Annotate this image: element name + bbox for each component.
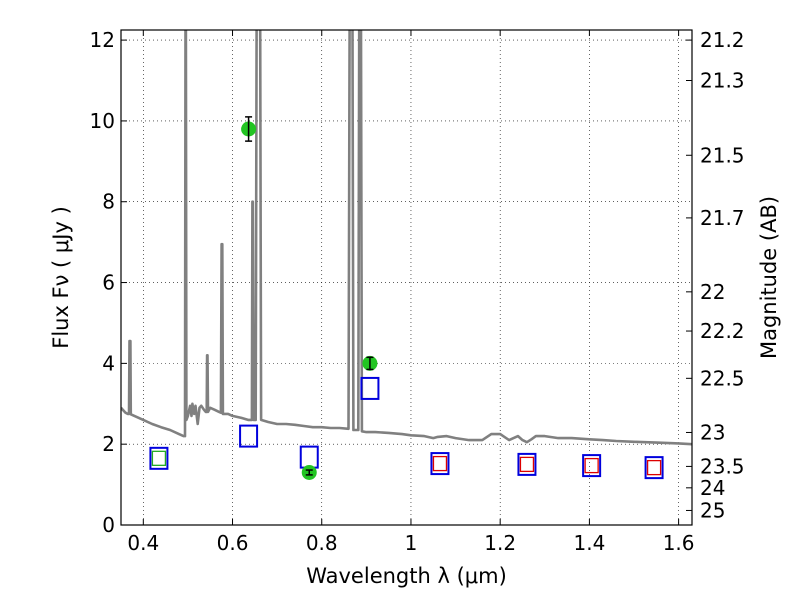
y-axis-label: Flux Fν ( μJy ) — [49, 206, 73, 349]
y2-tick-label: 21.2 — [700, 28, 745, 52]
y-tick-label: 6 — [102, 271, 115, 295]
y-tick-label: 8 — [102, 190, 115, 214]
inner-photometry-square — [432, 455, 448, 472]
inner-photometry-square — [646, 459, 662, 476]
plot-frame — [120, 29, 693, 526]
x-tick-label: 0.6 — [217, 531, 249, 555]
y2-tick-label: 21.5 — [700, 143, 745, 167]
model-photometry-square — [239, 424, 259, 448]
spectrum-line — [121, 30, 692, 446]
y2-tick-label: 24 — [700, 476, 725, 500]
model-photometry-square — [644, 456, 664, 480]
y-tick-label: 10 — [90, 109, 115, 133]
y2-tick-label: 21.7 — [700, 206, 745, 230]
x-tick-label: 0.8 — [306, 531, 338, 555]
x-axis-label: Wavelength λ (μm) — [306, 564, 507, 588]
y2-axis-label: Magnitude (AB) — [757, 196, 781, 359]
y2-tick-label: 22.5 — [700, 366, 745, 390]
model-photometry-square — [360, 376, 380, 400]
inner-photometry-square — [519, 456, 535, 473]
y2-tick-label: 23.5 — [700, 454, 745, 478]
y-tick-label: 0 — [102, 513, 115, 537]
model-photometry-square — [517, 452, 537, 476]
model-photometry-square — [149, 446, 169, 470]
y2-tick-label: 23 — [700, 420, 725, 444]
inner-photometry-square — [584, 457, 599, 474]
x-tick-label: 1.2 — [484, 531, 516, 555]
y2-tick-label: 22 — [700, 280, 725, 304]
model-photometry-square — [582, 454, 602, 478]
x-tick-label: 1 — [405, 531, 418, 555]
x-tick-label: 1.4 — [573, 531, 605, 555]
model-photometry-square — [430, 452, 450, 476]
axis-ticks — [121, 30, 692, 526]
plot-area — [121, 30, 692, 480]
x-tick-label: 0.4 — [127, 531, 159, 555]
y-tick-label: 4 — [102, 351, 115, 375]
y2-tick-label: 25 — [700, 498, 725, 522]
y2-tick-label: 21.3 — [700, 69, 745, 93]
y-tick-label: 2 — [102, 432, 115, 456]
y-tick-label: 12 — [90, 28, 115, 52]
inner-photometry-square — [151, 450, 167, 466]
x-tick-label: 1.6 — [663, 531, 695, 555]
y2-tick-label: 22.2 — [700, 319, 745, 343]
